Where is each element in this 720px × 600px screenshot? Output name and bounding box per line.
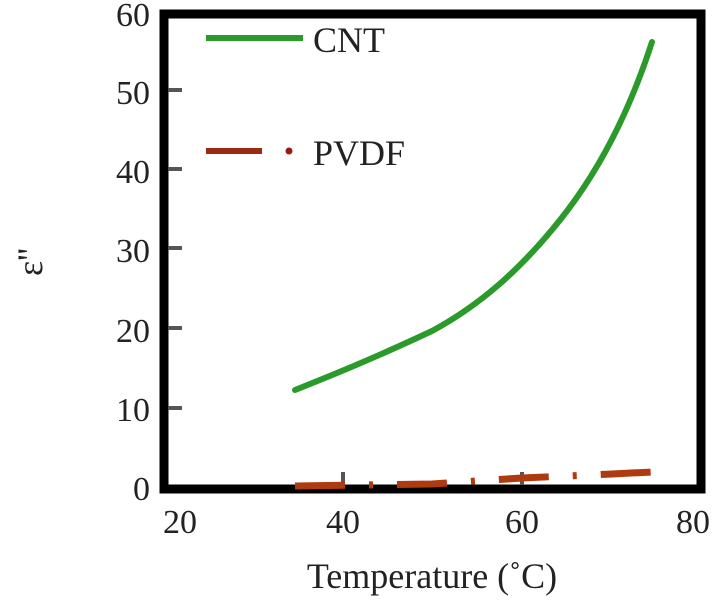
x-axis-label: Temperature (˚C) bbox=[307, 556, 557, 596]
svg-text:40: 40 bbox=[116, 154, 150, 191]
svg-text:80: 80 bbox=[676, 504, 710, 541]
svg-text:40: 40 bbox=[326, 504, 360, 541]
legend-pvdf-dot bbox=[285, 147, 293, 155]
y-tick-marks bbox=[168, 88, 182, 410]
svg-text:20: 20 bbox=[116, 313, 150, 350]
legend-pvdf-label: PVDF bbox=[313, 133, 405, 173]
legend: CNT PVDF bbox=[206, 20, 405, 173]
y-axis-label: ε'' bbox=[10, 248, 50, 276]
svg-text:60: 60 bbox=[116, 0, 150, 34]
legend-cnt-label: CNT bbox=[313, 20, 385, 60]
svg-text:0: 0 bbox=[133, 471, 150, 508]
svg-text:30: 30 bbox=[116, 233, 150, 270]
x-tick-labels: 20 40 60 80 bbox=[163, 504, 710, 541]
y-tick-labels: 60 50 40 30 20 10 0 bbox=[116, 0, 150, 508]
svg-text:50: 50 bbox=[116, 75, 150, 112]
plot-frame bbox=[159, 9, 706, 494]
series-cnt-line bbox=[292, 39, 655, 393]
svg-text:10: 10 bbox=[116, 392, 150, 429]
series-pvdf-line bbox=[294, 468, 653, 490]
svg-text:20: 20 bbox=[163, 504, 197, 541]
svg-text:60: 60 bbox=[505, 504, 539, 541]
